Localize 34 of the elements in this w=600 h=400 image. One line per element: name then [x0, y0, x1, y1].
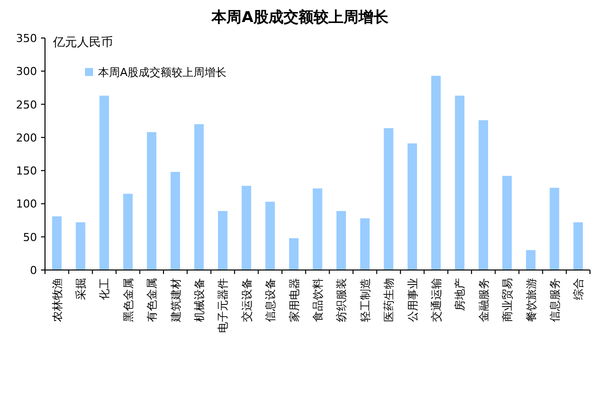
- x-tick-label: 房地产: [454, 278, 467, 311]
- x-tick-label: 机械设备: [193, 278, 206, 322]
- x-tick-label: 医药生物: [382, 278, 396, 322]
- y-tick-label: 300: [16, 65, 37, 78]
- x-tick-label: 交运设备: [240, 278, 254, 322]
- y-tick-label: 150: [16, 164, 37, 178]
- x-tick-label: 电子元器件: [216, 278, 230, 333]
- x-tick-label: 信息设备: [264, 278, 278, 322]
- y-tick-label: 200: [16, 131, 37, 144]
- x-tick-label: 公用事业: [406, 278, 420, 322]
- y-tick-label: 100: [16, 198, 37, 211]
- x-tick-label: 黑色金属: [122, 278, 135, 322]
- x-tick-label: 信息服务: [548, 278, 562, 322]
- x-tick-label: 综合: [572, 278, 586, 300]
- x-tick-label: 纺织服装: [335, 278, 348, 322]
- x-tick-label: 商业贸易: [501, 278, 514, 322]
- x-tick-label: 有色金属: [146, 278, 159, 322]
- y-tick-label: 50: [23, 230, 37, 244]
- x-tick-label: 化工: [98, 278, 112, 300]
- x-tick-label: 餐饮旅游: [524, 278, 538, 322]
- legend-label: 本周A股成交额较上周增长: [98, 66, 227, 79]
- x-tick-label: 建筑建材: [169, 278, 182, 323]
- y-tick-label: 350: [16, 32, 37, 45]
- x-tick-label: 交通运输: [430, 278, 443, 322]
- y-axis-title: 亿元人民币: [52, 35, 113, 49]
- x-tick-label: 轻工制造: [358, 278, 372, 322]
- x-tick-label: 家用电器: [288, 278, 301, 322]
- y-tick-label: 0: [30, 264, 37, 277]
- x-tick-label: 食品饮料: [312, 278, 324, 322]
- y-tick-label: 250: [16, 98, 37, 112]
- x-tick-label: 采掘: [74, 278, 88, 300]
- x-tick-label: 金融服务: [477, 278, 490, 322]
- x-tick-label: 农林牧渔: [50, 278, 64, 322]
- chart-title: 本周A股成交额较上周增长: [210, 8, 390, 26]
